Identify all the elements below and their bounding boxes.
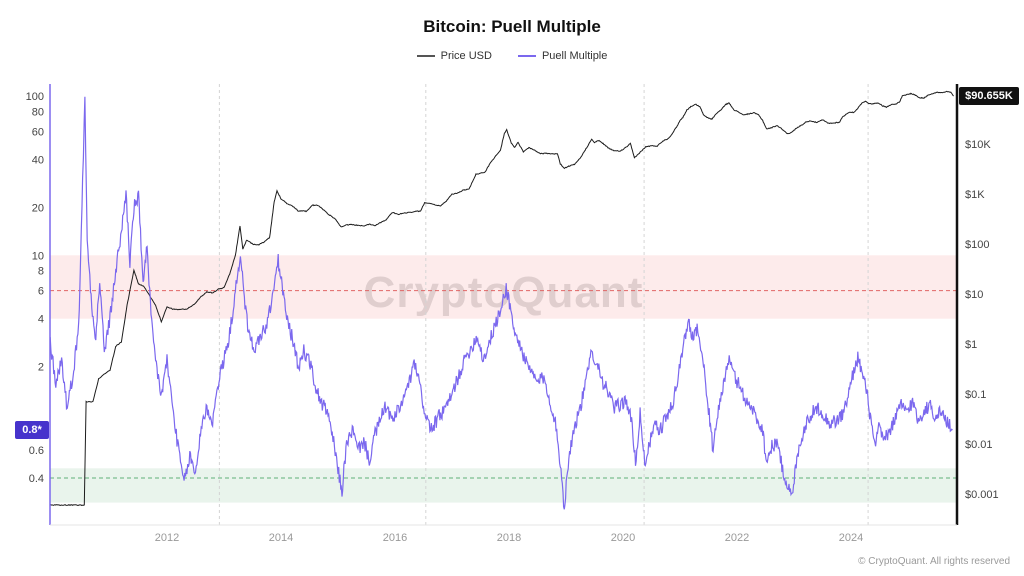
left-axis-tick-label: 6 xyxy=(38,286,44,298)
price-usd-line xyxy=(50,90,954,507)
left-axis-badge: 0.8* xyxy=(15,421,49,440)
legend-item-puell-multiple[interactable]: Puell Multiple xyxy=(517,50,608,62)
chart-title: Bitcoin: Puell Multiple xyxy=(423,17,601,36)
left-axis-tick-label: 8 xyxy=(38,266,44,278)
legend-label-puell-multiple: Puell Multiple xyxy=(541,50,608,62)
left-axis-tick-label: 100 xyxy=(26,91,44,103)
cryptoquant-watermark: CryptoQuant xyxy=(50,268,957,318)
price-usd-line-swatch xyxy=(416,55,435,57)
x-axis-tick-label: 2024 xyxy=(839,532,863,544)
right-axis-tick-label: $10 xyxy=(965,289,983,301)
right-axis-badge: $90.655K xyxy=(959,87,1019,106)
right-axis-tick-label: $0.1 xyxy=(965,389,986,401)
x-axis-tick-label: 2020 xyxy=(611,532,635,544)
right-axis-tick-label: $100 xyxy=(965,239,989,251)
undervalued-band xyxy=(50,468,957,503)
left-axis-tick-label: 80 xyxy=(32,106,44,118)
left-axis-tick-label: 2 xyxy=(38,362,44,374)
right-axis-tick-label: $1K xyxy=(965,189,985,201)
puell-multiple-line xyxy=(50,96,953,510)
copyright-notice: © CryptoQuant. All rights reserved xyxy=(858,556,1010,567)
x-axis-tick-label: 2014 xyxy=(269,532,293,544)
legend-label-price-usd: Price USD xyxy=(440,50,492,62)
left-axis-tick-label: 10 xyxy=(32,250,44,262)
left-axis-tick-label: 0.6 xyxy=(29,445,44,457)
left-axis-tick-label: 40 xyxy=(32,154,44,166)
left-axis-tick-label: 20 xyxy=(32,202,44,214)
left-axis-tick-label: 4 xyxy=(38,314,44,326)
legend-item-price-usd[interactable]: Price USD xyxy=(416,50,492,62)
x-axis-tick-label: 2012 xyxy=(155,532,179,544)
puell-multiple-line-swatch xyxy=(517,55,536,57)
x-axis-tick-label: 2016 xyxy=(383,532,407,544)
left-axis-tick-label: 0.4 xyxy=(29,473,44,485)
right-axis-tick-label: $0.01 xyxy=(965,439,993,451)
chart-legend: Price USD Puell Multiple xyxy=(0,50,1024,62)
x-axis-tick-label: 2018 xyxy=(497,532,521,544)
right-axis-tick-label: $0.001 xyxy=(965,489,999,501)
x-axis-tick-label: 2022 xyxy=(725,532,749,544)
right-axis-tick-label: $10K xyxy=(965,139,991,151)
left-axis-tick-label: 60 xyxy=(32,126,44,138)
right-axis-tick-label: $1 xyxy=(965,339,977,351)
overvalued-band xyxy=(50,255,957,319)
